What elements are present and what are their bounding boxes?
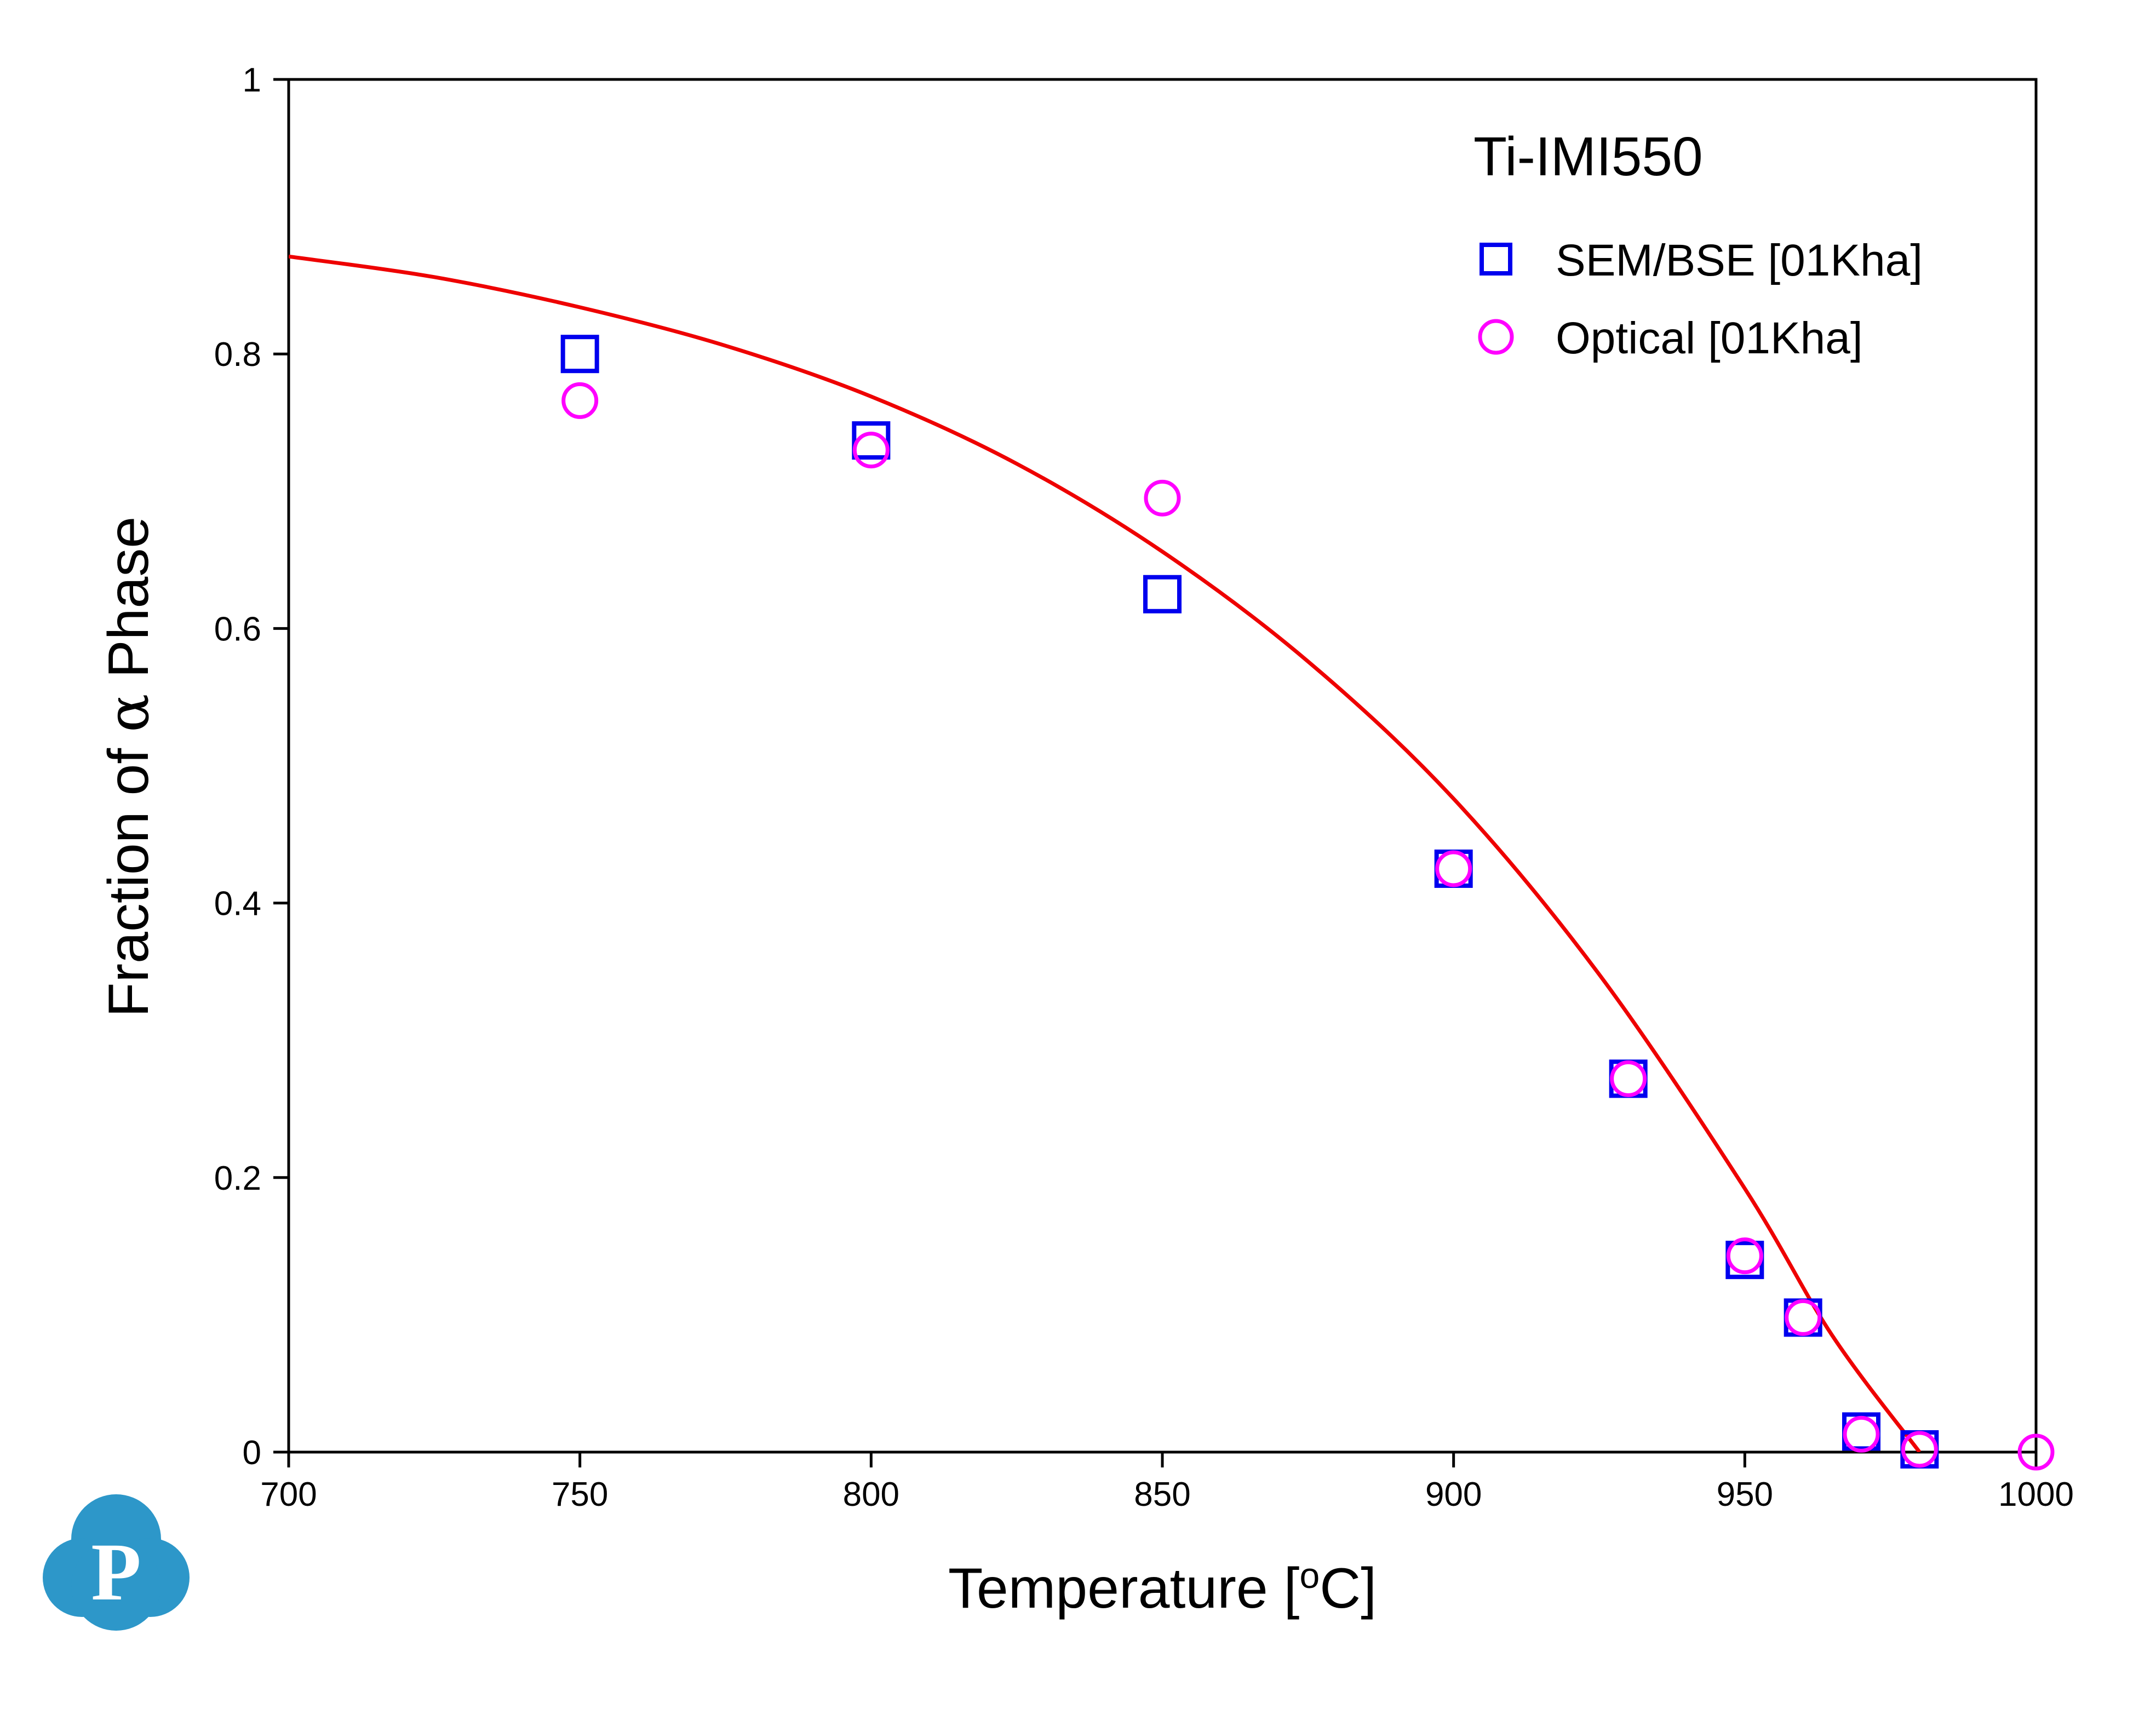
axis-ticks bbox=[273, 78, 2038, 1467]
x-tick-labels: 700 750 800 850 900 950 1000 bbox=[260, 1476, 2074, 1513]
y-axis-title: Fraction of α Phase bbox=[95, 517, 162, 1017]
legend-label-optical: Optical [01Kha] bbox=[1556, 313, 1863, 363]
optical-circle-marker bbox=[1144, 479, 1181, 517]
x-tick-label: 1000 bbox=[1998, 1476, 2074, 1513]
legend-square-marker bbox=[1480, 243, 1512, 276]
optical-circle-marker bbox=[2017, 1433, 2055, 1471]
y-tick-label: 0.2 bbox=[214, 1160, 261, 1197]
legend-circle-marker bbox=[1478, 319, 1514, 355]
optical-circle-marker bbox=[1843, 1415, 1880, 1453]
optical-circle-marker bbox=[852, 432, 890, 469]
fit-curve-layer bbox=[289, 254, 1922, 1452]
legend-title: Ti-IMI550 bbox=[1473, 126, 1703, 187]
logo-letter: P bbox=[91, 1527, 141, 1618]
x-tick-label: 750 bbox=[552, 1476, 608, 1513]
sem-square-marker bbox=[560, 335, 599, 374]
x-tick-label: 800 bbox=[843, 1476, 899, 1513]
optical-circle-marker bbox=[1785, 1299, 1822, 1336]
y-tick-label: 1 bbox=[243, 61, 261, 99]
y-tick-label: 0.8 bbox=[214, 336, 261, 374]
x-tick-label: 850 bbox=[1134, 1476, 1190, 1513]
legend-label-sem: SEM/BSE [01Kha] bbox=[1556, 236, 1923, 285]
x-tick-label: 900 bbox=[1425, 1476, 1482, 1513]
y-tick-labels: 0 0.2 0.4 0.6 0.8 1 bbox=[214, 61, 261, 1472]
legend: Ti-IMI550 SEM/BSE [01Kha] Optical [01Kha… bbox=[1473, 126, 1923, 363]
optical-circle-marker bbox=[1435, 850, 1472, 887]
markers-layer bbox=[560, 335, 2055, 1471]
y-tick-label: 0 bbox=[243, 1434, 261, 1472]
y-tick-label: 0.4 bbox=[214, 885, 261, 923]
optical-circle-marker bbox=[561, 382, 599, 419]
x-axis-title: Temperature [oC] bbox=[948, 1555, 1377, 1620]
fit-curve bbox=[289, 254, 1922, 1452]
company-logo: P bbox=[43, 1494, 190, 1631]
x-tick-label: 700 bbox=[260, 1476, 317, 1513]
optical-circle-marker bbox=[1610, 1060, 1647, 1097]
x-tick-label: 950 bbox=[1717, 1476, 1773, 1513]
optical-circle-marker bbox=[1901, 1431, 1938, 1468]
sem-square-marker bbox=[1143, 575, 1182, 613]
sem-square-marker bbox=[852, 421, 891, 460]
optical-circle-marker bbox=[1726, 1237, 1763, 1275]
y-tick-label: 0.6 bbox=[214, 610, 261, 648]
